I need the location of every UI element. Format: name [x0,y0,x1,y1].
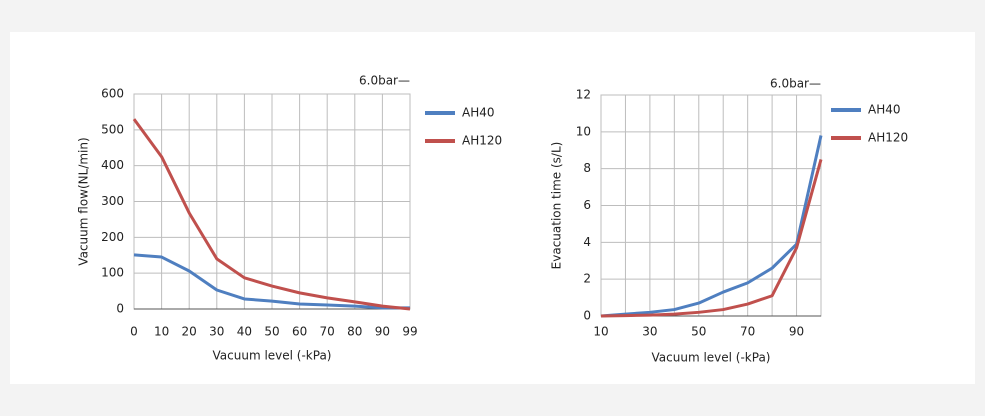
series-line [600,159,823,318]
x-tick-label: 50 [691,325,706,339]
x-tick-label: 90 [789,325,804,339]
legend-label: AH120 [462,134,502,148]
series-line [600,135,823,318]
y-tick-label: 10 [576,124,591,138]
y-tick-label: 600 [101,87,124,101]
x-axis-label: Vacuum level (-kPa) [213,349,332,363]
x-tick-label: 30 [209,325,224,339]
x-tick-label: 40 [237,325,252,339]
x-tick-label: 10 [154,325,169,339]
y-tick-label: 400 [101,158,124,172]
x-tick-label: 0 [130,325,138,339]
x-tick-label: 70 [740,325,755,339]
series-line [132,118,411,311]
x-tick-label: 20 [182,325,197,339]
y-tick-label: 12 [576,88,591,102]
y-tick-label: 6 [583,198,591,212]
x-tick-label: 50 [264,325,279,339]
series-line [133,253,410,310]
y-tick-label: 4 [583,235,591,249]
y-axis-label: Evacuation time (s/L) [550,142,564,270]
y-axis-label: Vacuum flow(NL/min) [77,137,91,265]
y-tick-label: 0 [116,302,124,316]
x-tick-label: 70 [320,325,335,339]
x-tick-label: 90 [375,325,390,339]
x-tick-label: 10 [593,325,608,339]
x-tick-label: 60 [292,325,307,339]
x-axis-label: Vacuum level (-kPa) [652,351,771,365]
y-tick-label: 300 [101,194,124,208]
y-tick-label: 500 [101,122,124,136]
annotation: 6.0bar— [770,77,821,91]
y-tick-label: 8 [583,161,591,175]
x-tick-label: 99 [402,325,417,339]
x-tick-label: 30 [642,325,657,339]
x-tick-label: 80 [347,325,362,339]
y-tick-label: 200 [101,230,124,244]
legend-label: AH120 [868,131,908,145]
y-tick-label: 2 [583,272,591,286]
legend-label: AH40 [462,106,495,120]
legend-label: AH40 [868,103,901,117]
y-tick-label: 100 [101,266,124,280]
annotation: 6.0bar— [359,74,410,88]
y-tick-label: 0 [583,309,591,323]
